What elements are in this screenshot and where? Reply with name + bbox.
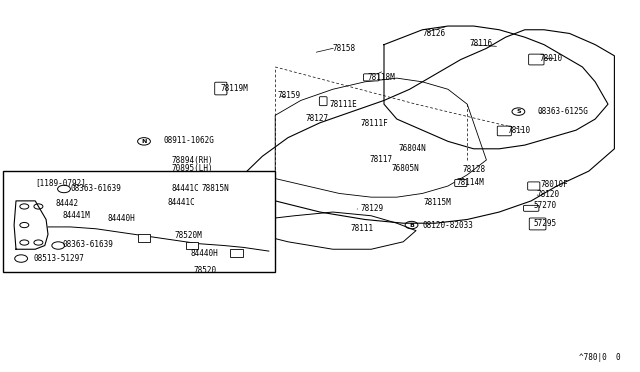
Text: 78010F: 78010F bbox=[541, 180, 568, 189]
Text: 78159: 78159 bbox=[278, 92, 301, 100]
FancyBboxPatch shape bbox=[529, 54, 544, 65]
FancyBboxPatch shape bbox=[524, 205, 539, 211]
Text: 78520M: 78520M bbox=[174, 231, 202, 240]
Text: 78158: 78158 bbox=[333, 44, 356, 53]
FancyBboxPatch shape bbox=[529, 218, 546, 230]
Text: 78116: 78116 bbox=[469, 39, 492, 48]
Text: [1189-0792]: [1189-0792] bbox=[35, 178, 86, 187]
Bar bbox=[186, 242, 198, 249]
Text: 84440H: 84440H bbox=[108, 214, 135, 223]
Text: 78520: 78520 bbox=[193, 266, 216, 275]
Text: 57270: 57270 bbox=[533, 201, 556, 210]
Text: 78126: 78126 bbox=[422, 29, 445, 38]
Text: S: S bbox=[56, 243, 61, 248]
Text: S: S bbox=[61, 186, 67, 192]
Text: 08120-82033: 08120-82033 bbox=[422, 221, 473, 230]
FancyBboxPatch shape bbox=[497, 126, 511, 136]
Bar bbox=[3, 171, 275, 272]
Text: ^780|0  0: ^780|0 0 bbox=[579, 353, 621, 362]
Text: 78120: 78120 bbox=[536, 190, 559, 199]
Text: 78815N: 78815N bbox=[202, 185, 229, 193]
Text: 78115M: 78115M bbox=[424, 198, 451, 207]
Text: 78894(RH): 78894(RH) bbox=[172, 156, 213, 165]
Text: 08363-61639: 08363-61639 bbox=[70, 185, 121, 193]
Text: 76805N: 76805N bbox=[392, 164, 419, 173]
Text: 78118M: 78118M bbox=[368, 73, 396, 82]
Text: 84441C: 84441C bbox=[168, 198, 195, 207]
Text: 78127: 78127 bbox=[306, 114, 329, 123]
Text: 78110: 78110 bbox=[508, 126, 531, 135]
Text: 78119M: 78119M bbox=[221, 84, 248, 93]
Text: 78111: 78111 bbox=[351, 224, 374, 232]
Text: S: S bbox=[19, 256, 24, 261]
Text: 08513-51297: 08513-51297 bbox=[33, 254, 84, 263]
Bar bbox=[138, 234, 150, 242]
FancyBboxPatch shape bbox=[455, 179, 467, 187]
Text: 78111E: 78111E bbox=[330, 100, 357, 109]
Text: 84442: 84442 bbox=[56, 199, 79, 208]
Text: 84440H: 84440H bbox=[191, 249, 218, 258]
Text: B: B bbox=[409, 222, 414, 228]
Bar bbox=[230, 249, 243, 257]
Text: 08363-6125G: 08363-6125G bbox=[538, 107, 588, 116]
Text: 76804N: 76804N bbox=[398, 144, 426, 153]
Text: 78111F: 78111F bbox=[360, 119, 388, 128]
FancyBboxPatch shape bbox=[319, 97, 327, 106]
Text: 84441C: 84441C bbox=[172, 185, 199, 193]
Text: 70895(LH): 70895(LH) bbox=[172, 164, 213, 173]
Text: 08363-61639: 08363-61639 bbox=[63, 240, 113, 249]
Text: 08911-1062G: 08911-1062G bbox=[163, 136, 214, 145]
Text: 57295: 57295 bbox=[533, 219, 556, 228]
Text: 78117: 78117 bbox=[370, 155, 393, 164]
Text: S: S bbox=[516, 109, 521, 114]
Text: 78128: 78128 bbox=[463, 165, 486, 174]
Text: 78010: 78010 bbox=[540, 54, 563, 63]
FancyBboxPatch shape bbox=[528, 182, 540, 190]
Text: 78114M: 78114M bbox=[457, 178, 484, 187]
Text: 84441M: 84441M bbox=[63, 211, 90, 219]
FancyBboxPatch shape bbox=[214, 82, 227, 95]
Text: N: N bbox=[141, 139, 147, 144]
FancyBboxPatch shape bbox=[364, 74, 379, 81]
Text: 78129: 78129 bbox=[360, 204, 383, 213]
